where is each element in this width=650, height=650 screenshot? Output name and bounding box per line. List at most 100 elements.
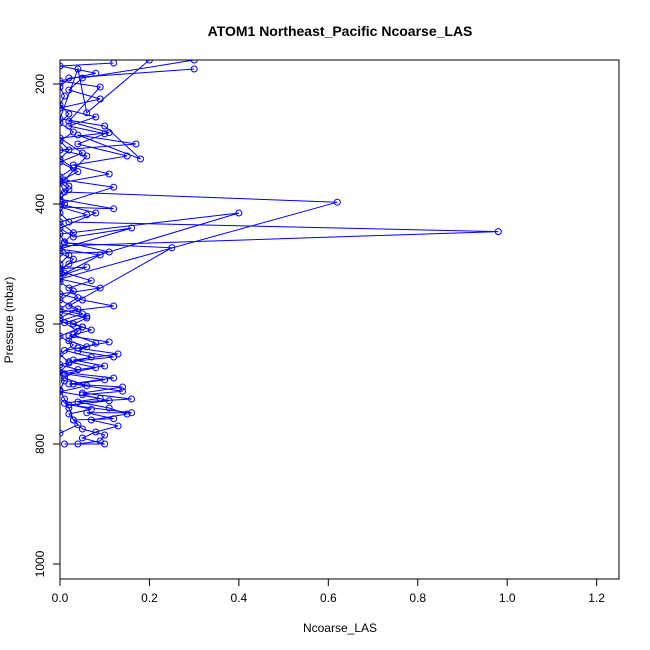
data-point: [78, 434, 86, 442]
series-line-2: [60, 60, 338, 445]
x-tick-label: 1.2: [588, 591, 605, 605]
data-point: [60, 83, 64, 91]
data-point: [128, 409, 136, 417]
x-tick-label: 0.8: [409, 591, 426, 605]
data-point: [60, 305, 64, 313]
data-point: [92, 209, 100, 217]
data-point: [60, 275, 64, 283]
data-point: [333, 198, 341, 206]
data-point: [60, 388, 64, 396]
data-point: [74, 131, 82, 139]
data-point: [92, 364, 100, 372]
data-point: [123, 152, 131, 160]
data-point: [105, 248, 113, 256]
data-point: [65, 122, 73, 130]
data-point: [60, 296, 64, 304]
data-point: [60, 146, 64, 154]
data-point: [61, 399, 68, 407]
data-point: [101, 362, 109, 370]
data-point: [123, 410, 131, 418]
data-point: [83, 263, 91, 271]
data-point: [60, 77, 64, 85]
data-point: [101, 376, 109, 384]
data-point: [87, 326, 95, 334]
data-point: [83, 109, 91, 117]
data-point: [83, 382, 91, 390]
series-line-4: [60, 62, 114, 434]
data-point: [60, 368, 64, 376]
data-point: [96, 394, 104, 402]
data-point: [128, 395, 136, 403]
data-point: [69, 331, 77, 339]
data-point: [96, 284, 104, 292]
y-tick-label: 400: [33, 194, 47, 214]
data-point: [65, 251, 73, 259]
data-point: [145, 60, 153, 64]
data-point: [65, 337, 73, 345]
data-point: [69, 229, 77, 237]
data-point: [69, 233, 77, 241]
data-point: [105, 338, 113, 346]
data-point: [190, 65, 198, 73]
series-layer: [60, 60, 502, 448]
data-point: [65, 186, 73, 194]
data-point: [87, 405, 95, 413]
data-point: [60, 62, 64, 70]
x-tick-label: 0.4: [231, 591, 248, 605]
data-point: [61, 395, 68, 403]
data-point: [83, 211, 91, 219]
data-point: [61, 319, 68, 327]
data-point: [60, 267, 64, 275]
data-point: [83, 343, 91, 351]
data-point: [96, 83, 104, 91]
data-point: [60, 314, 64, 322]
data-point: [65, 117, 73, 125]
data-point: [60, 137, 64, 145]
series-line-1: [60, 68, 499, 445]
data-point: [87, 353, 95, 361]
data-point: [74, 327, 82, 335]
data-point: [60, 158, 64, 166]
data-point: [60, 245, 64, 253]
data-point: [110, 205, 118, 213]
x-tick-label: 0.6: [320, 591, 337, 605]
data-point: [105, 404, 113, 412]
data-point: [60, 290, 64, 298]
x-axis-label: Ncoarse_LAS: [303, 621, 377, 635]
x-tick-label: 0.0: [52, 591, 69, 605]
data-point: [60, 209, 64, 217]
y-tick-label: 800: [33, 434, 47, 454]
data-point: [60, 218, 64, 226]
data-point: [110, 302, 118, 310]
data-point: [87, 277, 95, 285]
data-point: [78, 425, 86, 433]
data-point: [60, 119, 64, 127]
data-point: [60, 429, 64, 437]
data-point: [78, 149, 86, 157]
data-point: [60, 224, 64, 232]
data-point: [92, 113, 100, 121]
data-point: [119, 387, 127, 395]
data-point: [74, 421, 82, 429]
data-point: [105, 129, 113, 137]
data-point: [235, 209, 243, 217]
data-point: [92, 69, 100, 77]
data-point: [61, 92, 68, 100]
series-line-3: [60, 60, 240, 421]
y-tick-label: 1000: [33, 550, 47, 577]
data-point: [65, 410, 73, 418]
data-point: [132, 140, 140, 148]
data-point: [60, 260, 64, 268]
data-point: [60, 230, 64, 238]
data-point: [168, 244, 176, 252]
data-point: [60, 278, 64, 286]
data-point: [101, 431, 109, 439]
data-point: [60, 361, 64, 369]
data-point: [105, 397, 113, 405]
data-point: [60, 249, 64, 257]
y-axis-label: Pressure (mbar): [2, 277, 16, 364]
chart-title: ATOM1 Northeast_Pacific Ncoarse_LAS: [208, 23, 473, 39]
data-point: [65, 284, 73, 292]
data-point: [74, 294, 82, 302]
